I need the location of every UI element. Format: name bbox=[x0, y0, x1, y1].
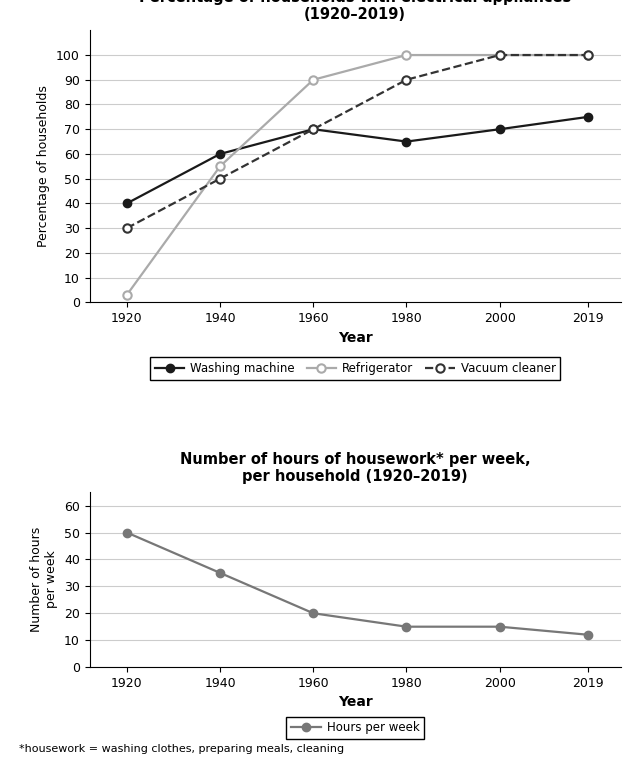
Y-axis label: Percentage of households: Percentage of households bbox=[38, 86, 51, 247]
X-axis label: Year: Year bbox=[338, 695, 372, 709]
Y-axis label: Number of hours
per week: Number of hours per week bbox=[30, 527, 58, 632]
Title: Percentage of households with electrical appliances
(1920–2019): Percentage of households with electrical… bbox=[139, 0, 572, 22]
Title: Number of hours of housework* per week,
per household (1920–2019): Number of hours of housework* per week, … bbox=[180, 452, 531, 484]
Legend: Washing machine, Refrigerator, Vacuum cleaner: Washing machine, Refrigerator, Vacuum cl… bbox=[150, 357, 560, 380]
Legend: Hours per week: Hours per week bbox=[286, 716, 424, 739]
Text: *housework = washing clothes, preparing meals, cleaning: *housework = washing clothes, preparing … bbox=[19, 744, 344, 754]
X-axis label: Year: Year bbox=[338, 330, 372, 345]
